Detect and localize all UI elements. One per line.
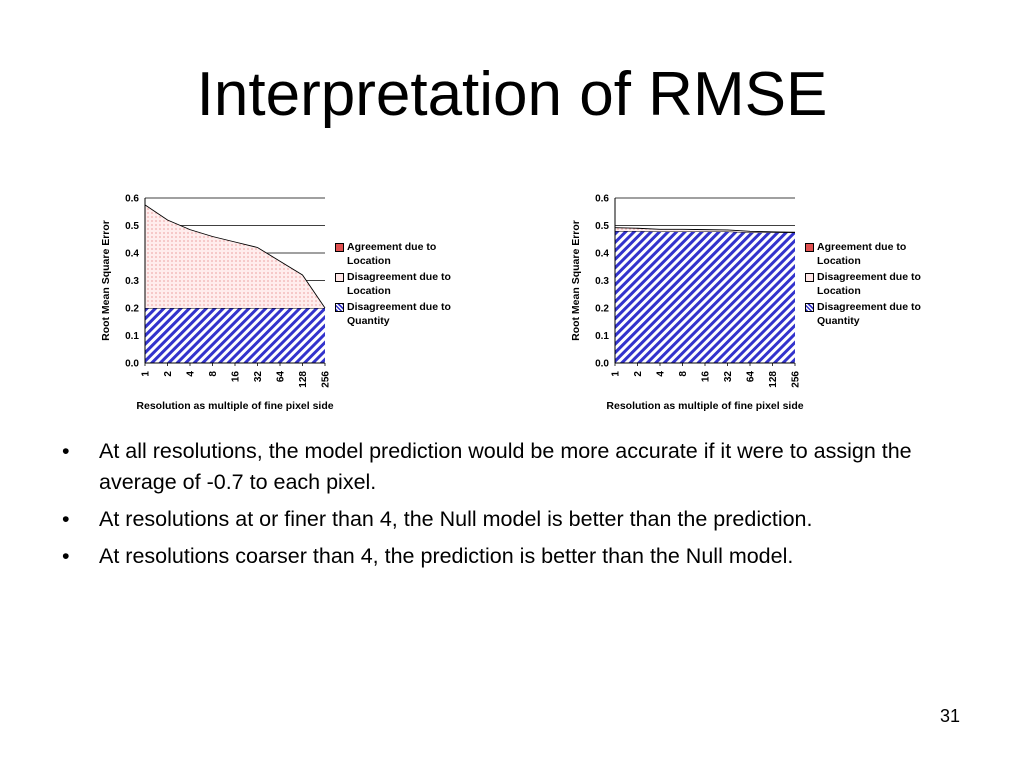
x-tick-label: 4 bbox=[656, 371, 667, 377]
x-tick-label: 4 bbox=[186, 371, 197, 377]
y-tick-label: 0.0 bbox=[595, 359, 609, 370]
x-tick-label: 2 bbox=[633, 371, 644, 377]
legend-label-line2: Location bbox=[347, 285, 391, 297]
area-disagreement-due-to-location bbox=[145, 204, 325, 308]
legend-label-line1: Disagreement due to bbox=[817, 271, 921, 283]
x-axis-label: Resolution as multiple of fine pixel sid… bbox=[606, 400, 803, 412]
y-tick-label: 0.3 bbox=[595, 276, 609, 287]
legend-swatch-agreement-location bbox=[335, 243, 344, 252]
x-tick-label: 32 bbox=[253, 371, 264, 383]
legend-label-line1: Disagreement due to bbox=[817, 301, 921, 313]
legend-swatch-disagreement-location bbox=[805, 273, 814, 282]
y-tick-label: 0.4 bbox=[595, 249, 609, 260]
legend-item-disagreement-quantity: Disagreement due to Quantity bbox=[333, 300, 493, 328]
x-tick-label: 2 bbox=[163, 371, 174, 377]
y-tick-label: 0.2 bbox=[125, 304, 139, 315]
legend-label-line1: Agreement due to bbox=[817, 241, 907, 253]
y-axis-label: Root Mean Square Error bbox=[100, 220, 112, 341]
bullet-marker: • bbox=[62, 544, 70, 568]
area-disagreement-due-to-quantity bbox=[615, 231, 795, 363]
legend-swatch-disagreement-quantity bbox=[805, 303, 814, 312]
area-edge-disagreement-due-to-location bbox=[614, 227, 796, 233]
bullet-text: At all resolutions, the model prediction… bbox=[99, 439, 912, 494]
y-tick-label: 0.1 bbox=[125, 331, 139, 342]
x-tick-label: 16 bbox=[701, 371, 712, 383]
y-tick-label: 0.5 bbox=[595, 221, 609, 232]
y-tick-label: 0.0 bbox=[125, 359, 139, 370]
y-tick-label: 0.4 bbox=[125, 249, 139, 260]
page-number: 31 bbox=[939, 706, 960, 726]
x-tick-label: 16 bbox=[231, 371, 242, 383]
legend-label-line2: Quantity bbox=[347, 315, 390, 327]
y-tick-label: 0.5 bbox=[125, 221, 139, 232]
bullet-text: At resolutions coarser than 4, the predi… bbox=[99, 544, 794, 568]
area-disagreement-due-to-quantity bbox=[145, 308, 325, 363]
y-axis-label: Root Mean Square Error bbox=[570, 220, 582, 341]
legend-item-disagreement-location: Disagreement due to Location bbox=[333, 270, 493, 298]
chart-left-legend: Agreement due to Location Disagreement d… bbox=[333, 240, 493, 330]
x-tick-label: 32 bbox=[723, 371, 734, 383]
y-tick-label: 0.6 bbox=[595, 194, 609, 205]
y-tick-label: 0.3 bbox=[125, 276, 139, 287]
x-tick-label: 256 bbox=[791, 371, 802, 388]
x-tick-label: 256 bbox=[321, 371, 332, 388]
chart-right-legend: Agreement due to Location Disagreement d… bbox=[803, 240, 963, 330]
chart-left-svg: 0.0 0.1 0.2 0.3 0.4 0.5 0.6 1 2 4 8 16 32 64 128 256 Res… bbox=[100, 194, 334, 413]
legend-label-line2: Quantity bbox=[817, 315, 860, 327]
bullet-list: • At all resolutions, the model predicti… bbox=[62, 436, 982, 578]
x-tick-label: 1 bbox=[611, 371, 622, 377]
chart-right: 0.0 0.1 0.2 0.3 0.4 0.5 0.6 1 2 4 8 16 32 64 128 256 Res… bbox=[565, 180, 965, 420]
x-tick-label: 128 bbox=[298, 371, 309, 388]
x-tick-label: 64 bbox=[746, 371, 757, 383]
x-tick-label: 128 bbox=[768, 371, 779, 388]
legend-swatch-agreement-location bbox=[805, 243, 814, 252]
legend-item-disagreement-quantity: Disagreement due to Quantity bbox=[803, 300, 963, 328]
slide-title: Interpretation of RMSE bbox=[196, 60, 828, 129]
legend-label-line2: Location bbox=[347, 255, 391, 267]
legend-item-agreement-location: Agreement due to Location bbox=[333, 240, 493, 268]
bullet-marker: • bbox=[62, 439, 70, 463]
legend-label-line1: Disagreement due to bbox=[347, 301, 451, 313]
x-tick-label: 8 bbox=[678, 371, 689, 377]
legend-label-line1: Disagreement due to bbox=[347, 271, 451, 283]
legend-label-line1: Agreement due to bbox=[347, 241, 437, 253]
legend-item-agreement-location: Agreement due to Location bbox=[803, 240, 963, 268]
chart-right-svg: 0.0 0.1 0.2 0.3 0.4 0.5 0.6 1 2 4 8 16 32 64 128 256 Res… bbox=[570, 194, 804, 413]
y-tick-label: 0.6 bbox=[125, 194, 139, 205]
x-tick-label: 64 bbox=[276, 371, 287, 383]
x-axis-label: Resolution as multiple of fine pixel sid… bbox=[136, 400, 333, 412]
bullet-text: At resolutions at or finer than 4, the N… bbox=[99, 507, 813, 531]
legend-swatch-disagreement-quantity bbox=[335, 303, 344, 312]
legend-label-line2: Location bbox=[817, 255, 861, 267]
legend-item-disagreement-location: Disagreement due to Location bbox=[803, 270, 963, 298]
legend-label-line2: Location bbox=[817, 285, 861, 297]
x-tick-label: 8 bbox=[208, 371, 219, 377]
legend-swatch-disagreement-location bbox=[335, 273, 344, 282]
x-tick-label: 1 bbox=[141, 371, 152, 377]
y-tick-label: 0.1 bbox=[595, 331, 609, 342]
bullet-item: • At resolutions at or finer than 4, the… bbox=[62, 504, 982, 535]
y-tick-label: 0.2 bbox=[595, 304, 609, 315]
area-edge-disagreement-due-to-location bbox=[144, 204, 326, 309]
bullet-item: • At resolutions coarser than 4, the pre… bbox=[62, 541, 982, 572]
bullet-marker: • bbox=[62, 507, 70, 531]
chart-left: 0.0 0.1 0.2 0.3 0.4 0.5 0.6 1 2 4 8 16 32 64 128 256 Res… bbox=[95, 180, 495, 420]
bullet-item: • At all resolutions, the model predicti… bbox=[62, 436, 982, 498]
